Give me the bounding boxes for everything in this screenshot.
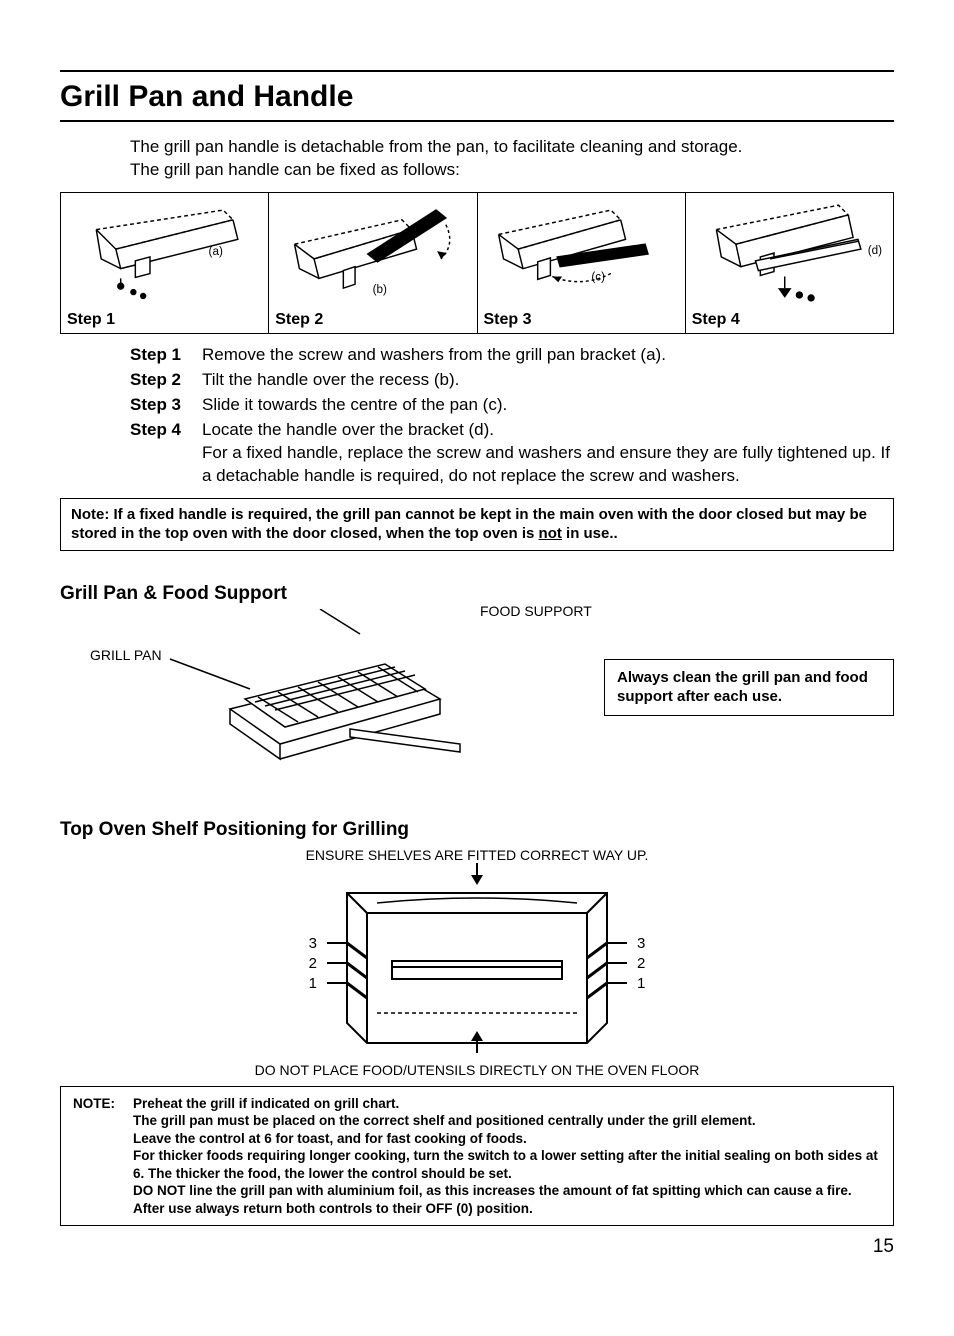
step-cell-1: (a) Step 1 — [61, 193, 269, 333]
step-item-label: Step 4 — [130, 419, 202, 488]
shelf-heading: Top Oven Shelf Positioning for Grilling — [60, 819, 894, 841]
shelf-right-2: 2 — [637, 955, 645, 972]
step-item: Step 1 Remove the screw and washers from… — [130, 344, 894, 367]
step-item: Step 3 Slide it towards the centre of th… — [130, 394, 894, 417]
intro-text: The grill pan handle is detachable from … — [130, 136, 894, 182]
bottom-note-line: DO NOT line the grill pan with aluminium… — [133, 1182, 881, 1200]
rule-under-title — [60, 120, 894, 122]
note-box: Note: If a fixed handle is required, the… — [60, 498, 894, 551]
clean-note-box: Always clean the grill pan and food supp… — [604, 659, 894, 716]
step4-label: Step 4 — [692, 311, 887, 329]
shelf-left-2: 2 — [309, 955, 317, 972]
grill-pan-figure: GRILL PAN FOOD SUPPORT — [60, 609, 490, 769]
step3-svg: (c) — [484, 199, 679, 309]
food-support-label: FOOD SUPPORT — [480, 603, 592, 619]
step3-label: Step 3 — [484, 311, 679, 329]
intro-line-2: The grill pan handle can be fixed as fol… — [130, 159, 894, 182]
shelf-right-3: 3 — [637, 935, 645, 952]
step-item: Step 2 Tilt the handle over the recess (… — [130, 369, 894, 392]
step-item-label: Step 1 — [130, 344, 202, 367]
grill-pan-svg — [60, 609, 490, 769]
step-cell-4: (d) Step 4 — [686, 193, 893, 333]
step-instructions: Step 1 Remove the screw and washers from… — [130, 344, 894, 488]
grill-pan-heading: Grill Pan & Food Support — [60, 583, 894, 605]
note-suffix: in use.. — [562, 525, 618, 542]
bottom-note-box: NOTE: Preheat the grill if indicated on … — [60, 1086, 894, 1227]
shelf-left-3: 3 — [309, 935, 317, 952]
step-cell-2: (b) Step 2 — [269, 193, 477, 333]
step1-svg: (a) — [67, 199, 262, 309]
step4-letter: (d) — [867, 244, 881, 257]
page-title: Grill Pan and Handle — [60, 80, 894, 114]
step-cell-3: (c) Step 3 — [478, 193, 686, 333]
step-item: Step 4 Locate the handle over the bracke… — [130, 419, 894, 488]
page: Grill Pan and Handle The grill pan handl… — [0, 0, 954, 1298]
step4-svg: (d) — [692, 199, 887, 309]
bottom-note-line: The grill pan must be placed on the corr… — [133, 1112, 881, 1130]
step2-svg: (b) — [275, 199, 470, 309]
bottom-note-line: For thicker foods requiring longer cooki… — [133, 1147, 881, 1182]
shelf-bottom-caption: DO NOT PLACE FOOD/UTENSILS DIRECTLY ON T… — [60, 1062, 894, 1078]
bottom-note-line: Preheat the grill if indicated on grill … — [133, 1095, 881, 1113]
shelf-top-caption: ENSURE SHELVES ARE FITTED CORRECT WAY UP… — [60, 847, 894, 863]
shelf-svg: 3 2 1 3 2 1 — [227, 863, 727, 1053]
step-item-text: Slide it towards the centre of the pan (… — [202, 394, 894, 417]
step-item-label: Step 3 — [130, 394, 202, 417]
step1-label: Step 1 — [67, 311, 262, 329]
bottom-note-line: After use always return both controls to… — [133, 1200, 881, 1218]
shelf-right-1: 1 — [637, 975, 645, 992]
note-underlined: not — [539, 525, 562, 542]
rule-top — [60, 70, 894, 72]
grill-pan-area: GRILL PAN FOOD SUPPORT — [60, 609, 894, 769]
bottom-note-line: Leave the control at 6 for toast, and fo… — [133, 1130, 881, 1148]
steps-diagram: (a) Step 1 (b) S — [60, 192, 894, 334]
bottom-note-label: NOTE: — [73, 1095, 133, 1218]
page-number: 15 — [60, 1236, 894, 1258]
shelf-figure: 3 2 1 3 2 1 — [60, 863, 894, 1058]
step-item-label: Step 2 — [130, 369, 202, 392]
step2-label: Step 2 — [275, 311, 470, 329]
note-prefix: Note: If a fixed handle is required, the… — [71, 506, 867, 543]
step2-letter: (b) — [373, 283, 387, 296]
step3-letter: (c) — [591, 270, 605, 283]
shelf-left-1: 1 — [309, 975, 317, 992]
step-item-text: Remove the screw and washers from the gr… — [202, 344, 894, 367]
bottom-note-body: Preheat the grill if indicated on grill … — [133, 1095, 881, 1218]
intro-line-1: The grill pan handle is detachable from … — [130, 136, 894, 159]
step1-letter: (a) — [209, 245, 223, 258]
step-item-text: Locate the handle over the bracket (d). … — [202, 419, 894, 488]
step-item-text: Tilt the handle over the recess (b). — [202, 369, 894, 392]
grill-pan-label: GRILL PAN — [90, 647, 162, 663]
